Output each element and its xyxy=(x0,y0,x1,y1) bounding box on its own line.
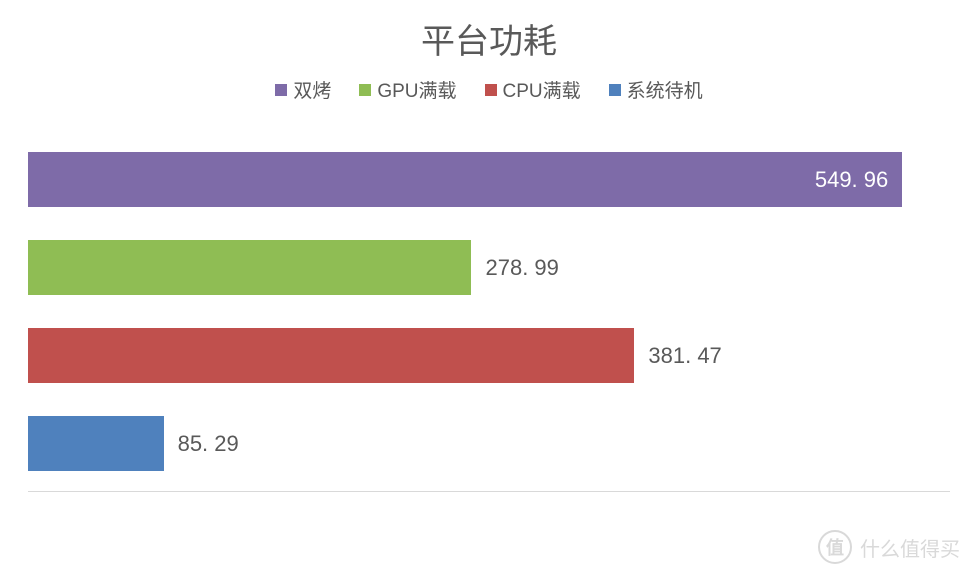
legend-label: GPU满载 xyxy=(377,76,456,103)
legend-label: CPU满载 xyxy=(503,76,581,103)
legend-item: CPU满载 xyxy=(485,76,581,103)
bar xyxy=(28,416,164,471)
bar-row: 85. 29 xyxy=(28,416,950,471)
watermark: 值 什么值得买 xyxy=(818,530,960,564)
bar-value-label: 381. 47 xyxy=(648,343,721,369)
bar xyxy=(28,152,902,207)
bar xyxy=(28,328,634,383)
legend-label: 双烤 xyxy=(293,76,331,103)
legend-item: GPU满载 xyxy=(359,76,456,103)
legend-item: 双烤 xyxy=(275,76,331,103)
bar-value-label: 278. 99 xyxy=(485,255,558,281)
power-consumption-chart: 平台功耗 双烤 GPU满载 CPU满载 系统待机 549. 96 278. 99 381.… xyxy=(0,0,978,578)
chart-legend: 双烤 GPU满载 CPU满载 系统待机 xyxy=(0,76,978,103)
bar-value-label: 549. 96 xyxy=(815,167,888,193)
bar-row: 381. 47 xyxy=(28,328,950,383)
bar-row: 549. 96 xyxy=(28,152,950,207)
x-axis-line xyxy=(28,491,950,492)
watermark-text: 什么值得买 xyxy=(860,533,960,562)
chart-title: 平台功耗 xyxy=(0,14,978,63)
bar-row: 278. 99 xyxy=(28,240,950,295)
legend-swatch xyxy=(609,84,621,96)
watermark-icon: 值 xyxy=(818,530,852,564)
legend-label: 系统待机 xyxy=(627,76,703,103)
bar-value-label: 85. 29 xyxy=(178,431,239,457)
legend-item: 系统待机 xyxy=(609,76,703,103)
bar xyxy=(28,240,471,295)
legend-swatch xyxy=(359,84,371,96)
chart-plot-area: 549. 96 278. 99 381. 47 85. 29 xyxy=(28,152,950,522)
legend-swatch xyxy=(485,84,497,96)
legend-swatch xyxy=(275,84,287,96)
